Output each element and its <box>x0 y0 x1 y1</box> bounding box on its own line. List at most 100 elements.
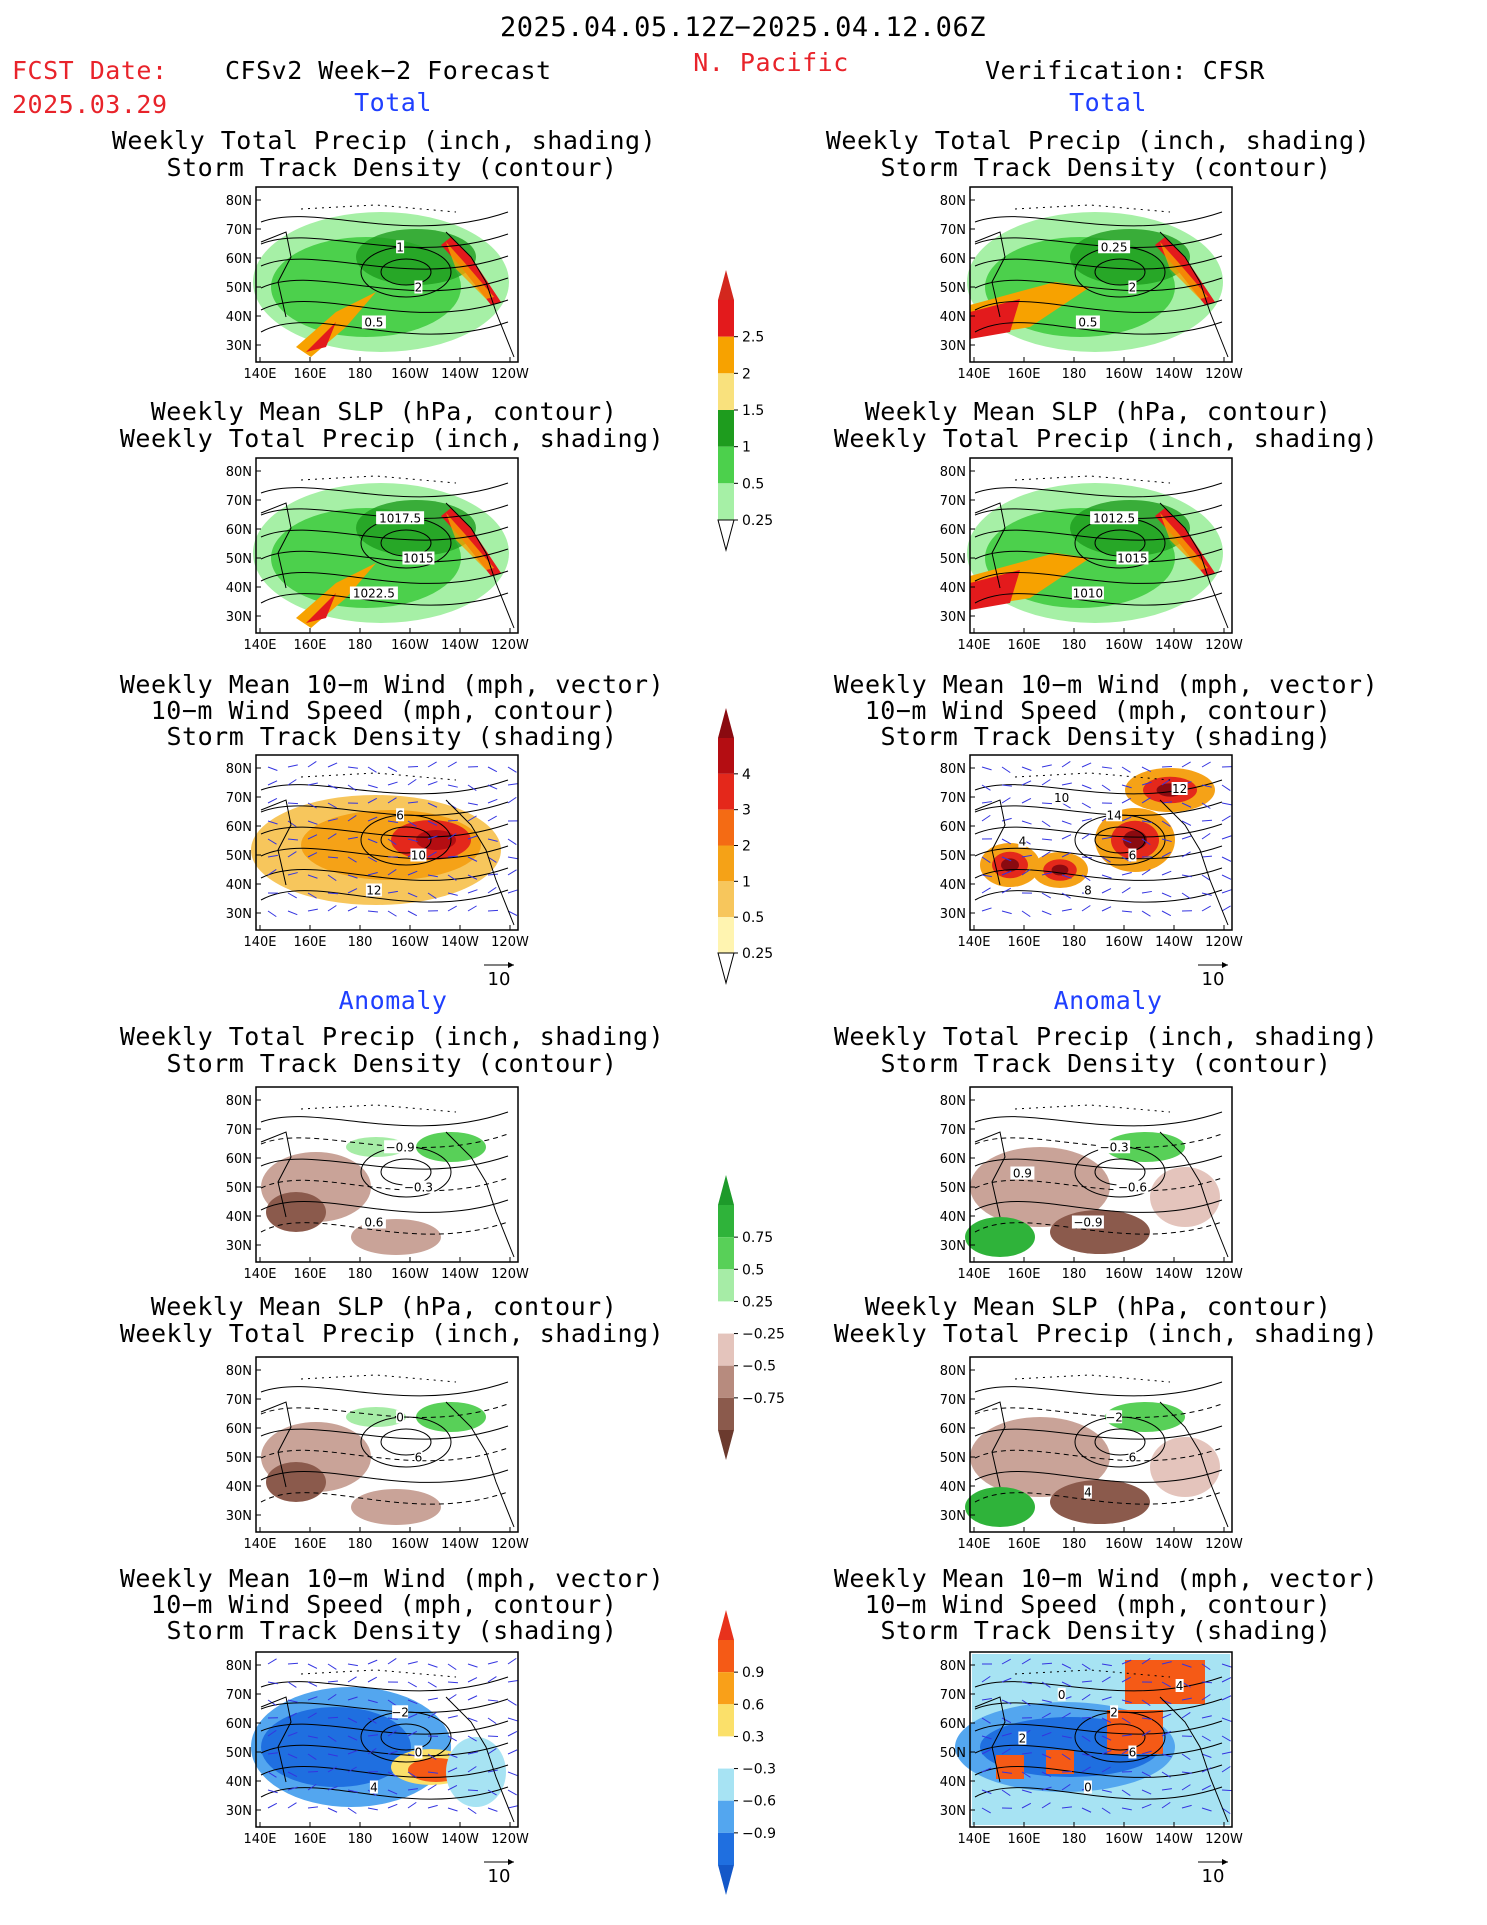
x-tick-label: 160W <box>1105 1832 1143 1847</box>
colorbar-segment <box>718 373 734 410</box>
wind-vector <box>1161 1681 1171 1688</box>
wind-vector <box>1061 1753 1071 1760</box>
map-left-r4: 140E 160E 180 160W 140W 120W 80N 70N 60N 50N 40N 30… <box>226 1086 529 1282</box>
title-r4-a: Weekly Total Precip (inch, shading) <box>833 1022 1379 1051</box>
section-anomaly-right: Anomaly <box>1053 986 1163 1015</box>
title-r5-a: Weekly Mean SLP (hPa, contour) <box>864 1292 1332 1321</box>
colorbar-label: 2 <box>742 839 751 855</box>
wind-vector <box>1141 1699 1151 1707</box>
colorbar-label: 0.9 <box>742 1665 764 1681</box>
y-tick-label: 40N <box>940 581 966 596</box>
contour-line <box>974 321 1223 335</box>
wind-vector <box>981 784 991 791</box>
wind-vector <box>1061 782 1072 786</box>
wind-vector <box>427 1771 438 1774</box>
y-tick-label: 50N <box>940 552 966 567</box>
wind-vector <box>1061 852 1072 858</box>
x-tick-label: 160E <box>293 1832 326 1847</box>
map-frame <box>969 754 1233 931</box>
x-tick-label: 160E <box>293 638 326 653</box>
contour-line <box>974 1469 1223 1483</box>
coastline-america <box>1159 1696 1229 1823</box>
title-l2-a: Weekly Mean SLP (hPa, contour) <box>150 397 618 426</box>
wind-vector <box>1201 1807 1212 1812</box>
wind-vector <box>981 766 992 771</box>
title-r6-b: 10−m Wind Speed (mph, contour) <box>864 1590 1332 1619</box>
wind-vector <box>267 780 278 786</box>
contour-label: 0.5 <box>1078 316 1097 330</box>
wind-vector <box>1201 761 1211 768</box>
wind-vector <box>327 1693 337 1701</box>
wind-vector <box>1041 872 1052 876</box>
ref-vector-label: 10 <box>488 969 511 990</box>
contour-label: −0.3 <box>1100 1140 1129 1154</box>
title-r5-b: Weekly Total Precip (inch, shading) <box>833 1319 1379 1348</box>
wind-vector <box>1061 802 1071 809</box>
coastline-america <box>1159 231 1229 358</box>
contour-label: 1022.5 <box>353 587 395 601</box>
wind-vector <box>467 905 477 912</box>
colorbar-segment <box>718 1333 734 1366</box>
contour-label: −0.9 <box>386 1140 415 1154</box>
wind-vector <box>1221 1807 1231 1815</box>
wind-vector <box>367 1734 378 1737</box>
contour-line <box>1094 1723 1146 1751</box>
x-tick-label: 140E <box>243 638 276 653</box>
wind-vector <box>407 1713 418 1719</box>
wind-vector <box>447 874 457 881</box>
map-frame <box>255 1086 519 1263</box>
contour-line <box>260 1177 509 1192</box>
y-tick-label: 40N <box>226 1775 252 1790</box>
wind-vector <box>1021 1658 1031 1665</box>
contour-line <box>260 1403 509 1418</box>
y-tick-label: 70N <box>226 791 252 806</box>
wind-vector <box>347 815 357 822</box>
colorbar-segment <box>718 1205 734 1238</box>
wind-vector <box>1201 1694 1211 1701</box>
wind-vector <box>427 802 438 808</box>
x-tick-label: 140W <box>1155 367 1193 382</box>
wind-vector <box>1181 892 1191 899</box>
colorbar-segment <box>718 1736 734 1769</box>
wind-vector <box>487 838 498 842</box>
wind-vector <box>447 1753 458 1758</box>
y-tick-label: 70N <box>226 1393 252 1408</box>
contour-label: 0.5 <box>364 316 383 330</box>
wind-vector <box>1141 1771 1152 1778</box>
x-tick-label: 140W <box>441 367 479 382</box>
wind-vector <box>1001 887 1012 894</box>
wind-vector <box>1101 1676 1111 1683</box>
wind-vector <box>507 1749 518 1755</box>
contour-label: 4 <box>1084 1486 1092 1500</box>
map-right-r5: 140E 160E 180 160W 140W 120W 80N 70N 60N 50N 40N 30… <box>940 1356 1243 1552</box>
wind-vector <box>1041 1662 1053 1665</box>
y-tick-label: 30N <box>226 1509 252 1524</box>
x-tick-label: 140E <box>957 1832 990 1847</box>
section-total-left: Total <box>354 88 432 117</box>
contour-line <box>974 1381 1223 1397</box>
colorbar-bottom-arrow <box>717 952 735 985</box>
x-tick-label: 160W <box>391 935 429 950</box>
wind-vector <box>1101 1696 1112 1701</box>
coastline-asia <box>260 1131 292 1218</box>
wind-vector <box>487 1699 498 1702</box>
wind-vector <box>1041 1712 1051 1719</box>
contour-line <box>1094 1428 1146 1456</box>
colorbar-label: −0.25 <box>742 1327 785 1343</box>
wind-vector <box>267 1729 277 1737</box>
wind-vector <box>1101 1766 1111 1773</box>
wind-vector <box>1041 802 1053 805</box>
wind-vector <box>267 1658 277 1665</box>
wind-vector <box>327 1680 339 1683</box>
wind-vector <box>487 1789 497 1796</box>
wind-vector <box>1121 784 1132 789</box>
section-anomaly-left: Anomaly <box>338 986 448 1015</box>
wind-vector <box>267 854 278 858</box>
contour-line <box>260 504 509 519</box>
x-tick-label: 140E <box>957 1267 990 1282</box>
y-tick-label: 80N <box>940 1364 966 1379</box>
wind-vector <box>1021 1681 1032 1685</box>
wind-vector <box>981 1789 992 1795</box>
wind-vector <box>1101 1735 1112 1741</box>
title-r6-c: Storm Track Density (shading) <box>880 1616 1332 1645</box>
